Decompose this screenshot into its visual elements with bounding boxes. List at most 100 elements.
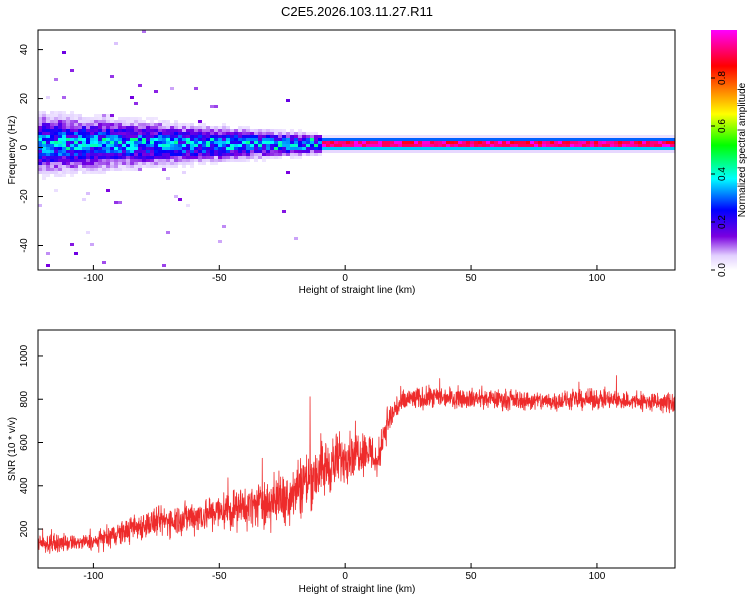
heatmap-cell [134,132,138,135]
heatmap-cell [70,117,74,120]
heatmap-cell [98,144,102,147]
heatmap-cell [122,129,126,132]
heatmap-cell [474,141,478,144]
heatmap-cell [122,168,126,171]
heatmap-cell [262,147,266,150]
heatmap-cell [46,144,50,147]
heatmap-cell [186,141,190,144]
heatmap-cell [114,147,118,150]
heatmap-cell [130,96,134,99]
heatmap-cell [302,141,306,144]
heatmap-cell [330,135,334,138]
heatmap-cell [142,147,146,150]
heatmap-cell [82,147,86,150]
heatmap-cell [366,147,370,150]
heatmap-cell [38,162,42,165]
heatmap-cell [498,141,502,144]
heatmap-cell [78,135,82,138]
heatmap-cell [74,120,78,123]
heatmap-cell [214,144,218,147]
heatmap-cell [166,177,170,180]
heatmap-cell [606,135,610,138]
heatmap-cell [338,138,342,141]
heatmap-cell [54,165,58,168]
heatmap-cell [542,150,546,153]
heatmap-cell [318,141,322,144]
heatmap-cell [190,162,194,165]
heatmap-cell [98,141,102,144]
heatmap-cell [150,138,154,141]
heatmap-cell [158,162,162,165]
heatmap-cell [574,138,578,141]
heatmap-cell [102,123,106,126]
heatmap-cell [606,141,610,144]
heatmap-cell [214,138,218,141]
heatmap-cell [158,132,162,135]
heatmap-cell [446,135,450,138]
heatmap-cell [294,132,298,135]
heatmap-cell [94,126,98,129]
heatmap-cell [190,126,194,129]
heatmap-cell [182,132,186,135]
heatmap-cell [638,147,642,150]
heatmap-cell [354,144,358,147]
heatmap-cell [138,162,142,165]
heatmap-cell [294,150,298,153]
heatmap-cell [194,153,198,156]
heatmap-cell [610,141,614,144]
heatmap-cell [174,156,178,159]
heatmap-cell [66,135,70,138]
heatmap-cell [270,144,274,147]
colorbar-gradient [711,30,737,270]
heatmap-cell [118,123,122,126]
heatmap-cell [42,114,46,117]
heatmap-cell [46,135,50,138]
heatmap-cell [82,159,86,162]
heatmap-cell [126,120,130,123]
heatmap-cell [478,138,482,141]
heatmap-cell [378,150,382,153]
heatmap-cell [518,141,522,144]
heatmap-cell [190,156,194,159]
heatmap-cell [574,144,578,147]
heatmap-cell [286,99,290,102]
heatmap-cell [106,129,110,132]
heatmap-cell [578,147,582,150]
heatmap-cell [218,240,222,243]
heatmap-cell [46,150,50,153]
heatmap-cell [42,141,46,144]
heatmap-cell [58,147,62,150]
heatmap-cell [390,150,394,153]
heatmap-cell [234,159,238,162]
heatmap-cell [458,141,462,144]
heatmap-cell [502,135,506,138]
heatmap-cell [402,138,406,141]
heatmap-cell [206,153,210,156]
heatmap-cell [50,147,54,150]
heatmap-cell [274,135,278,138]
heatmap-cell [286,138,290,141]
heatmap-cell [38,147,42,150]
heatmap-cell [162,123,166,126]
heatmap-cell [114,156,118,159]
heatmap-cell [498,135,502,138]
heatmap-cell [222,147,226,150]
heatmap-cell [138,138,142,141]
heatmap-cell [274,150,278,153]
heatmap-cell [178,147,182,150]
heatmap-cell [58,114,62,117]
heatmap-cell [78,132,82,135]
heatmap-cell [266,141,270,144]
heatmap-cell [98,138,102,141]
heatmap-cell [394,135,398,138]
heatmap-cell [578,141,582,144]
heatmap-cell [122,135,126,138]
heatmap-cell [314,135,318,138]
heatmap-cell [594,138,598,141]
heatmap-cell [54,168,58,171]
heatmap-cell [58,129,62,132]
heatmap-cell [102,150,106,153]
heatmap-cell [502,138,506,141]
heatmap-cell [226,129,230,132]
spectrogram-x-tick-label: 100 [589,273,606,284]
